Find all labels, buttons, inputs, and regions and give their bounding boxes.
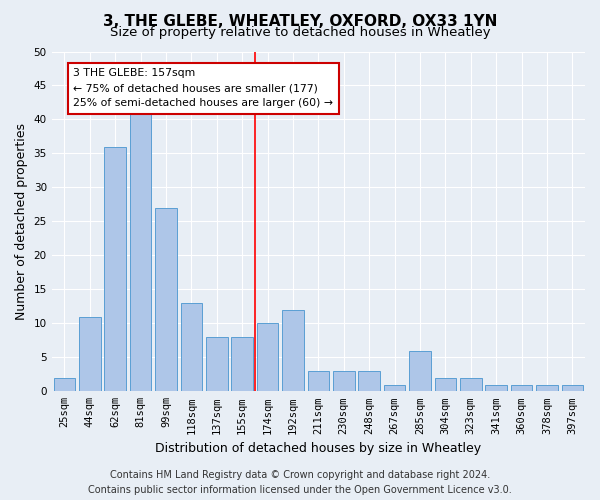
Bar [511, 384, 532, 392]
Bar [460, 378, 482, 392]
Bar [206, 337, 227, 392]
Bar [409, 350, 431, 392]
Y-axis label: Number of detached properties: Number of detached properties [15, 123, 28, 320]
Text: 3, THE GLEBE, WHEATLEY, OXFORD, OX33 1YN: 3, THE GLEBE, WHEATLEY, OXFORD, OX33 1YN [103, 14, 497, 29]
X-axis label: Distribution of detached houses by size in Wheatley: Distribution of detached houses by size … [155, 442, 481, 455]
Bar [536, 384, 557, 392]
Bar [434, 378, 456, 392]
Text: Size of property relative to detached houses in Wheatley: Size of property relative to detached ho… [110, 26, 490, 39]
Bar [232, 337, 253, 392]
Bar [308, 371, 329, 392]
Bar [257, 324, 278, 392]
Bar [53, 378, 75, 392]
Bar [282, 310, 304, 392]
Bar [155, 208, 177, 392]
Bar [333, 371, 355, 392]
Text: 3 THE GLEBE: 157sqm
← 75% of detached houses are smaller (177)
25% of semi-detac: 3 THE GLEBE: 157sqm ← 75% of detached ho… [73, 68, 333, 108]
Bar [562, 384, 583, 392]
Bar [104, 146, 126, 392]
Text: Contains HM Land Registry data © Crown copyright and database right 2024.
Contai: Contains HM Land Registry data © Crown c… [88, 470, 512, 495]
Bar [130, 112, 151, 392]
Bar [485, 384, 507, 392]
Bar [79, 316, 101, 392]
Bar [384, 384, 406, 392]
Bar [358, 371, 380, 392]
Bar [181, 303, 202, 392]
